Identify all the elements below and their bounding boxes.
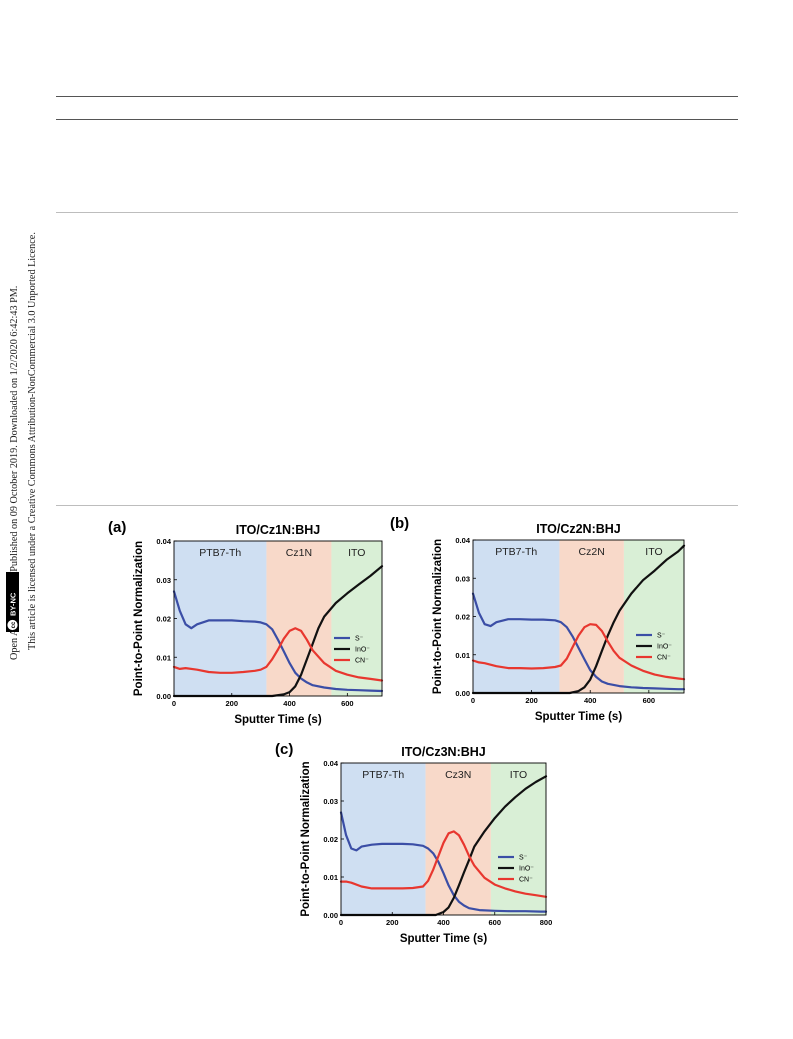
region-label: ITO [510, 769, 527, 781]
panel-label: (b) [390, 515, 409, 532]
chart-title: ITO/Cz2N:BHJ [536, 522, 621, 536]
chart-title: ITO/Cz1N:BHJ [236, 523, 321, 537]
region-band [623, 540, 684, 693]
chart-panel-c: PTB7-Th Cz3N ITO 0 200 400 600 800 0.00 0.01 0.02 0… [275, 740, 565, 955]
region-band [559, 540, 624, 693]
region-band [331, 541, 382, 696]
legend-label: S⁻ [657, 633, 666, 640]
chart-panel-a: PTB7-Th Cz1N ITO 0 200 400 600 0.00 0.01 0.02 0.03… [108, 518, 398, 733]
y-tick-label: 0.04 [323, 759, 338, 768]
x-tick-label: 0 [172, 699, 176, 708]
x-tick-label: 800 [540, 918, 553, 927]
region-label: Cz1N [286, 547, 312, 559]
x-tick-label: 600 [341, 699, 354, 708]
series-line [339, 811, 548, 913]
y-tick-label: 0.02 [323, 835, 338, 844]
legend-label: InO⁻ [519, 866, 534, 873]
chart-svg: PTB7-Th Cz3N ITO 0 200 400 600 800 0.00 0.01 0.02 0… [275, 741, 553, 945]
region-band [490, 763, 546, 915]
section-rule-1 [56, 212, 738, 213]
region-band [473, 540, 560, 693]
region-band [266, 541, 332, 696]
x-axis-label: Sputter Time (s) [400, 933, 487, 945]
chart-panel-b: PTB7-Th Cz2N ITO 0 200 400 600 0.00 0.01 0.02 0.03… [390, 514, 690, 734]
region-band [425, 763, 491, 915]
region-label: PTB7-Th [495, 546, 537, 558]
y-tick-label: 0.04 [156, 537, 171, 546]
x-axis-label: Sputter Time (s) [234, 714, 321, 726]
region-label: Cz3N [445, 769, 471, 781]
series-line [471, 544, 686, 695]
y-tick-label: 0.01 [156, 653, 171, 662]
legend-label: CN⁻ [355, 658, 369, 665]
legend-label: InO⁻ [355, 647, 370, 654]
license-sidebar: Open Access Article. Published on 09 Oct… [2, 120, 42, 660]
y-tick-label: 0.01 [323, 873, 338, 882]
series-line [339, 830, 548, 898]
x-tick-label: 0 [339, 918, 343, 927]
x-tick-label: 400 [584, 696, 597, 705]
cc-license-badge[interactable]: cc BY-NC [6, 572, 19, 632]
legend-label: S⁻ [355, 636, 364, 643]
license-line-1: Open Access Article. Published on 09 Oct… [9, 286, 20, 660]
cc-icon [6, 619, 19, 631]
license-line-2: This article is licensed under a Creativ… [27, 232, 38, 650]
y-tick-label: 0.01 [455, 651, 470, 660]
cc-badge-cc: cc [11, 621, 17, 628]
panel-label: (a) [108, 519, 126, 536]
header-rule-top [56, 96, 738, 97]
y-tick-label: 0.00 [455, 689, 470, 698]
region-label: PTB7-Th [362, 769, 404, 781]
region-label: ITO [348, 547, 365, 559]
y-tick-label: 0.02 [455, 613, 470, 622]
section-rule-2 [56, 505, 738, 506]
x-tick-label: 400 [283, 699, 296, 708]
y-axis-label: Point-to-Point Normalization [432, 539, 444, 694]
series-line [339, 775, 548, 917]
y-tick-label: 0.03 [323, 797, 338, 806]
x-tick-label: 600 [488, 918, 501, 927]
y-tick-label: 0.00 [323, 911, 338, 920]
y-axis-label: Point-to-Point Normalization [300, 761, 312, 916]
region-label: ITO [645, 546, 662, 558]
x-tick-label: 0 [471, 696, 475, 705]
x-tick-label: 200 [226, 699, 239, 708]
chart-svg: PTB7-Th Cz1N ITO 0 200 400 600 0.00 0.01 0.02 0.03… [108, 519, 384, 726]
series-line [172, 590, 384, 693]
x-tick-label: 200 [386, 918, 399, 927]
y-tick-label: 0.03 [455, 574, 470, 583]
x-axis-label: Sputter Time (s) [535, 711, 622, 723]
y-tick-label: 0.02 [156, 615, 171, 624]
legend-label: CN⁻ [657, 655, 671, 662]
series-line [471, 623, 686, 681]
chart-title: ITO/Cz3N:BHJ [401, 745, 486, 759]
series-line [172, 565, 384, 698]
legend-label: CN⁻ [519, 877, 533, 884]
y-axis-label: Point-to-Point Normalization [133, 541, 145, 696]
y-tick-label: 0.00 [156, 692, 171, 701]
region-band [341, 763, 426, 915]
x-tick-label: 200 [525, 696, 538, 705]
region-label: PTB7-Th [199, 547, 241, 559]
x-tick-label: 600 [643, 696, 656, 705]
legend-label: InO⁻ [657, 644, 672, 651]
legend-label: S⁻ [519, 855, 528, 862]
x-tick-label: 400 [437, 918, 450, 927]
header-rule-second [56, 119, 738, 120]
series-line [172, 627, 384, 682]
y-tick-label: 0.03 [156, 576, 171, 585]
panel-label: (c) [275, 741, 293, 758]
chart-svg: PTB7-Th Cz2N ITO 0 200 400 600 0.00 0.01 0.02 0.03… [390, 515, 686, 723]
region-label: Cz2N [579, 546, 605, 558]
y-tick-label: 0.04 [455, 536, 470, 545]
cc-badge-label: BY-NC [9, 592, 18, 616]
